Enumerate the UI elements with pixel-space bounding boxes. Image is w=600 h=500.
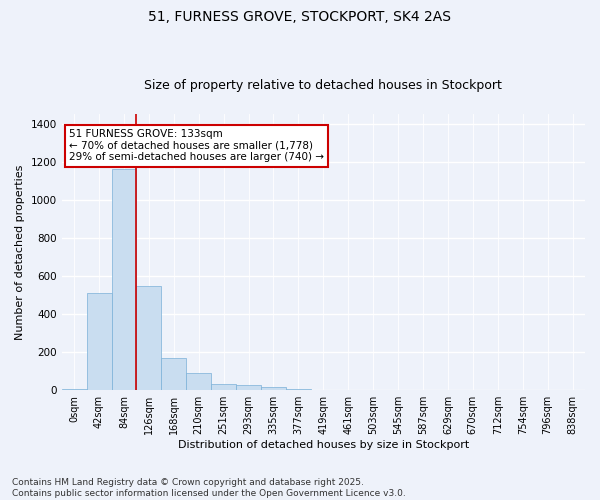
Text: 51 FURNESS GROVE: 133sqm
← 70% of detached houses are smaller (1,778)
29% of sem: 51 FURNESS GROVE: 133sqm ← 70% of detach… [69, 129, 324, 162]
Y-axis label: Number of detached properties: Number of detached properties [15, 164, 25, 340]
Bar [236, 386, 261, 390]
Bar [86, 293, 112, 390]
Bar [62, 388, 86, 390]
Bar [261, 387, 286, 390]
Text: 51, FURNESS GROVE, STOCKPORT, SK4 2AS: 51, FURNESS GROVE, STOCKPORT, SK4 2AS [149, 10, 452, 24]
Bar [211, 384, 236, 390]
Bar [136, 286, 161, 390]
Bar [161, 358, 186, 390]
Bar [112, 169, 136, 390]
X-axis label: Distribution of detached houses by size in Stockport: Distribution of detached houses by size … [178, 440, 469, 450]
Bar [186, 373, 211, 390]
Title: Size of property relative to detached houses in Stockport: Size of property relative to detached ho… [145, 79, 502, 92]
Bar [286, 388, 311, 390]
Text: Contains HM Land Registry data © Crown copyright and database right 2025.
Contai: Contains HM Land Registry data © Crown c… [12, 478, 406, 498]
